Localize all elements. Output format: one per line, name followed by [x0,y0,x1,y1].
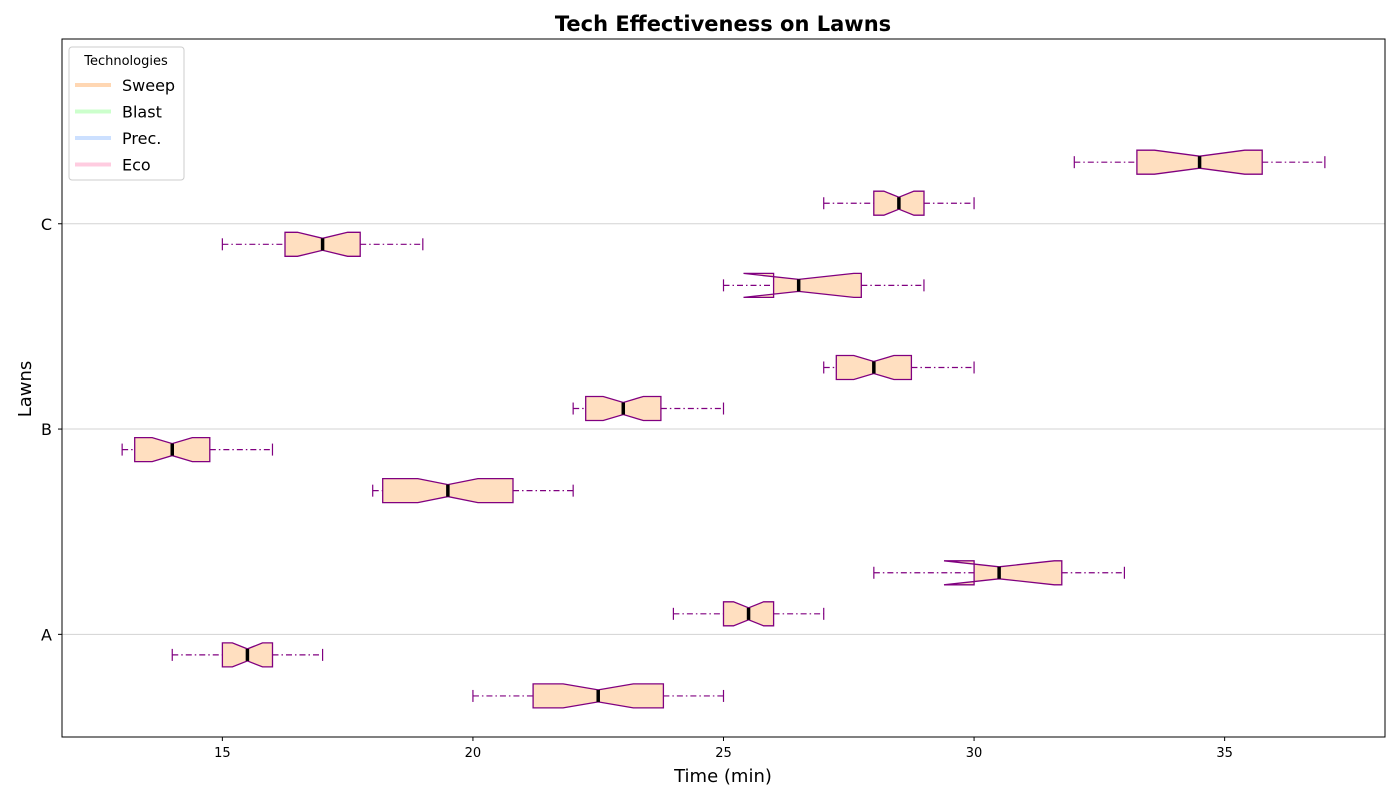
x-tick-label: 20 [465,746,482,761]
box-b-3 [572,395,725,422]
grid-lines [62,223,1385,635]
box-c-3 [823,190,975,216]
box-c-1 [722,272,925,299]
plot-frame [61,38,1386,738]
y-tick-label: B [41,420,52,439]
box-c-2 [221,231,424,257]
y-axis-label: Lawns [15,361,36,418]
legend-title: Technologies [83,54,168,69]
chart-title: Tech Effectiveness on Lawns [555,12,891,36]
box-body [743,272,862,299]
legend-label-eco: Eco [122,156,151,175]
box-b-2 [121,436,274,463]
box-body [943,560,1063,586]
legend-label-prec: Prec. [122,129,161,148]
box-b-1 [372,477,574,504]
y-tick-label: A [41,625,52,644]
x-tick-label: 25 [715,746,732,761]
x-axis-ticks: 15 20 25 30 35 [214,737,1233,761]
box-a-4 [873,560,1126,586]
x-tick-label: 35 [1216,746,1233,761]
legend: Technologies Sweep Blast Prec. Eco [68,46,185,181]
box-b-4 [823,354,975,381]
box-a-1 [472,683,725,709]
y-axis-ticks: A B C [41,215,62,644]
y-tick-label: C [41,215,52,234]
x-axis-label: Time (min) [673,766,772,787]
x-tick-label: 30 [966,746,983,761]
x-tick-label: 15 [214,746,231,761]
legend-frame [68,46,185,181]
box-layer [121,149,1326,709]
box-c-4 [1073,149,1326,175]
legend-label-blast: Blast [122,103,162,122]
legend-label-sweep: Sweep [122,76,175,95]
box-a-3 [672,601,825,627]
box-a-2 [171,642,324,668]
